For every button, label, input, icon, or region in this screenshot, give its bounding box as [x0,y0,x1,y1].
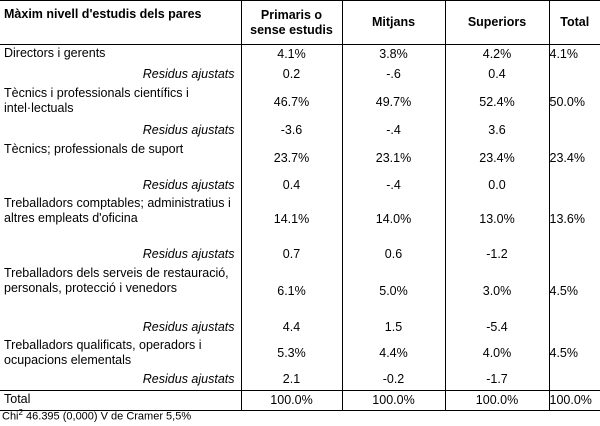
header-secondary: Mitjans [341,0,445,45]
occupation-label: Treballadors comptables; administratius … [4,195,231,225]
residual-label: Residus ajustats [142,67,235,81]
cell-primary: 0.4 [240,175,342,195]
cell-primary: -3.6 [240,119,342,141]
cell-secondary: -.4 [341,119,445,141]
cell-primary: 14.1% [240,194,342,244]
total-label: Total [0,390,241,411]
residual-label: Residus ajustats [142,372,235,387]
cell-total: 4.5% [548,264,600,318]
residual-row: Residus ajustats 4.4 1.5 -5.4 [0,317,600,337]
table-row: Tècnics; professionals de suport 23.7% 23.… [0,140,600,176]
cell-higher: -5.4 [444,317,549,337]
residual-label: Residus ajustats [142,246,235,261]
residual-row: Residus ajustats -3.6 -.4 3.6 [0,119,600,141]
cell-secondary: -.6 [341,64,445,85]
table-row: Treballadors comptables; administratius … [0,194,600,244]
header-higher: Superiors [444,0,549,45]
cell-primary: 46.7% [240,84,342,120]
cell-total: 23.4% [548,140,600,176]
occupation-label: Tècnics; professionals de suport [4,141,184,156]
cell-primary: 2.1 [240,369,342,391]
table-body: Directors i gerents 4.1% 3.8% 4.2% 4.1% Resid… [0,44,600,411]
cell-total [548,243,600,265]
cell-secondary: -.4 [341,175,445,195]
cell-higher: 23.4% [444,140,549,176]
occupation-label: Tècnics i professionals científics i int… [4,85,189,115]
cell-secondary: 0.6 [341,243,445,265]
cell-total [548,119,600,141]
occupation-label: Treballadors dels serveis de restauració… [4,265,229,295]
residual-label: Residus ajustats [142,319,235,334]
cell-primary: 4.1% [240,44,342,65]
cell-higher: -1.2 [444,243,549,265]
residual-row: Residus ajustats 0.2 -.6 0.4 [0,64,600,85]
cell-higher: 3.6 [444,119,549,141]
total-secondary: 100.0% [341,390,445,411]
residual-label: Residus ajustats [142,177,235,192]
residual-row: Residus ajustats 2.1 -0.2 -1.7 [0,369,600,391]
header-primary: Primaris o sense estudis [240,0,342,45]
table-row: Tècnics i professionals científics i int… [0,84,600,120]
cell-total [548,64,600,85]
cell-higher: -1.7 [444,369,549,391]
cell-secondary: 3.8% [341,44,445,65]
cell-secondary: 49.7% [341,84,445,120]
cell-secondary: -0.2 [341,369,445,391]
cell-secondary: 23.1% [341,140,445,176]
footnote-superscript: 2 [18,408,23,417]
cell-total: 4.5% [548,336,600,370]
cell-higher: 52.4% [444,84,549,120]
table-row: Treballadors dels serveis de restauració… [0,264,600,318]
cell-total [548,317,600,337]
cell-secondary: 5.0% [341,264,445,318]
footnote-stats: Chi2 46.395 (0,000) V de Cramer 5,5% [2,408,191,423]
cell-higher: 0.0 [444,175,549,195]
table-row: Treballadors qualificats, operadors i oc… [0,336,600,370]
cell-total: 50.0% [548,84,600,120]
cell-primary: 4.4 [240,317,342,337]
cell-primary: 0.2 [240,64,342,85]
footnote-prefix: Chi [2,410,19,423]
table-row: Directors i gerents 4.1% 3.8% 4.2% 4.1% [0,44,600,65]
cell-higher: 0.4 [444,64,549,85]
residual-row: Residus ajustats 0.4 -.4 0.0 [0,175,600,195]
total-higher: 100.0% [444,390,549,411]
footnote-text: 46.395 (0,000) V de Cramer 5,5% [22,410,192,423]
cell-primary: 6.1% [240,264,342,318]
total-primary: 100.0% [240,390,342,411]
header-education-level: Màxim nivell d'estudis dels pares [0,0,241,45]
total-total: 100.0% [548,390,600,411]
residual-row: Residus ajustats 0.7 0.6 -1.2 [0,243,600,265]
cell-total: 13.6% [548,194,600,244]
cell-secondary: 4.4% [341,336,445,370]
cell-higher: 4.2% [444,44,549,65]
occupation-label: Treballadors qualificats, operadors i oc… [4,337,202,367]
cell-primary: 0.7 [240,243,342,265]
cell-primary: 23.7% [240,140,342,176]
residual-label: Residus ajustats [142,122,235,137]
cell-higher: 13.0% [444,194,549,244]
cell-total: 4.1% [548,44,600,65]
cell-higher: 4.0% [444,336,549,370]
occupation-label: Directors i gerents [4,46,106,60]
cell-secondary: 1.5 [341,317,445,337]
crosstab-table: Màxim nivell d'estudis dels pares Primar… [0,0,600,411]
cell-total [548,369,600,391]
cell-primary: 5.3% [240,336,342,370]
header-total: Total [548,0,600,45]
cell-higher: 3.0% [444,264,549,318]
header-row: Màxim nivell d'estudis dels pares Primar… [0,0,600,45]
total-row: Total 100.0% 100.0% 100.0% 100.0% [0,390,600,411]
cell-total [548,175,600,195]
cell-secondary: 14.0% [341,194,445,244]
